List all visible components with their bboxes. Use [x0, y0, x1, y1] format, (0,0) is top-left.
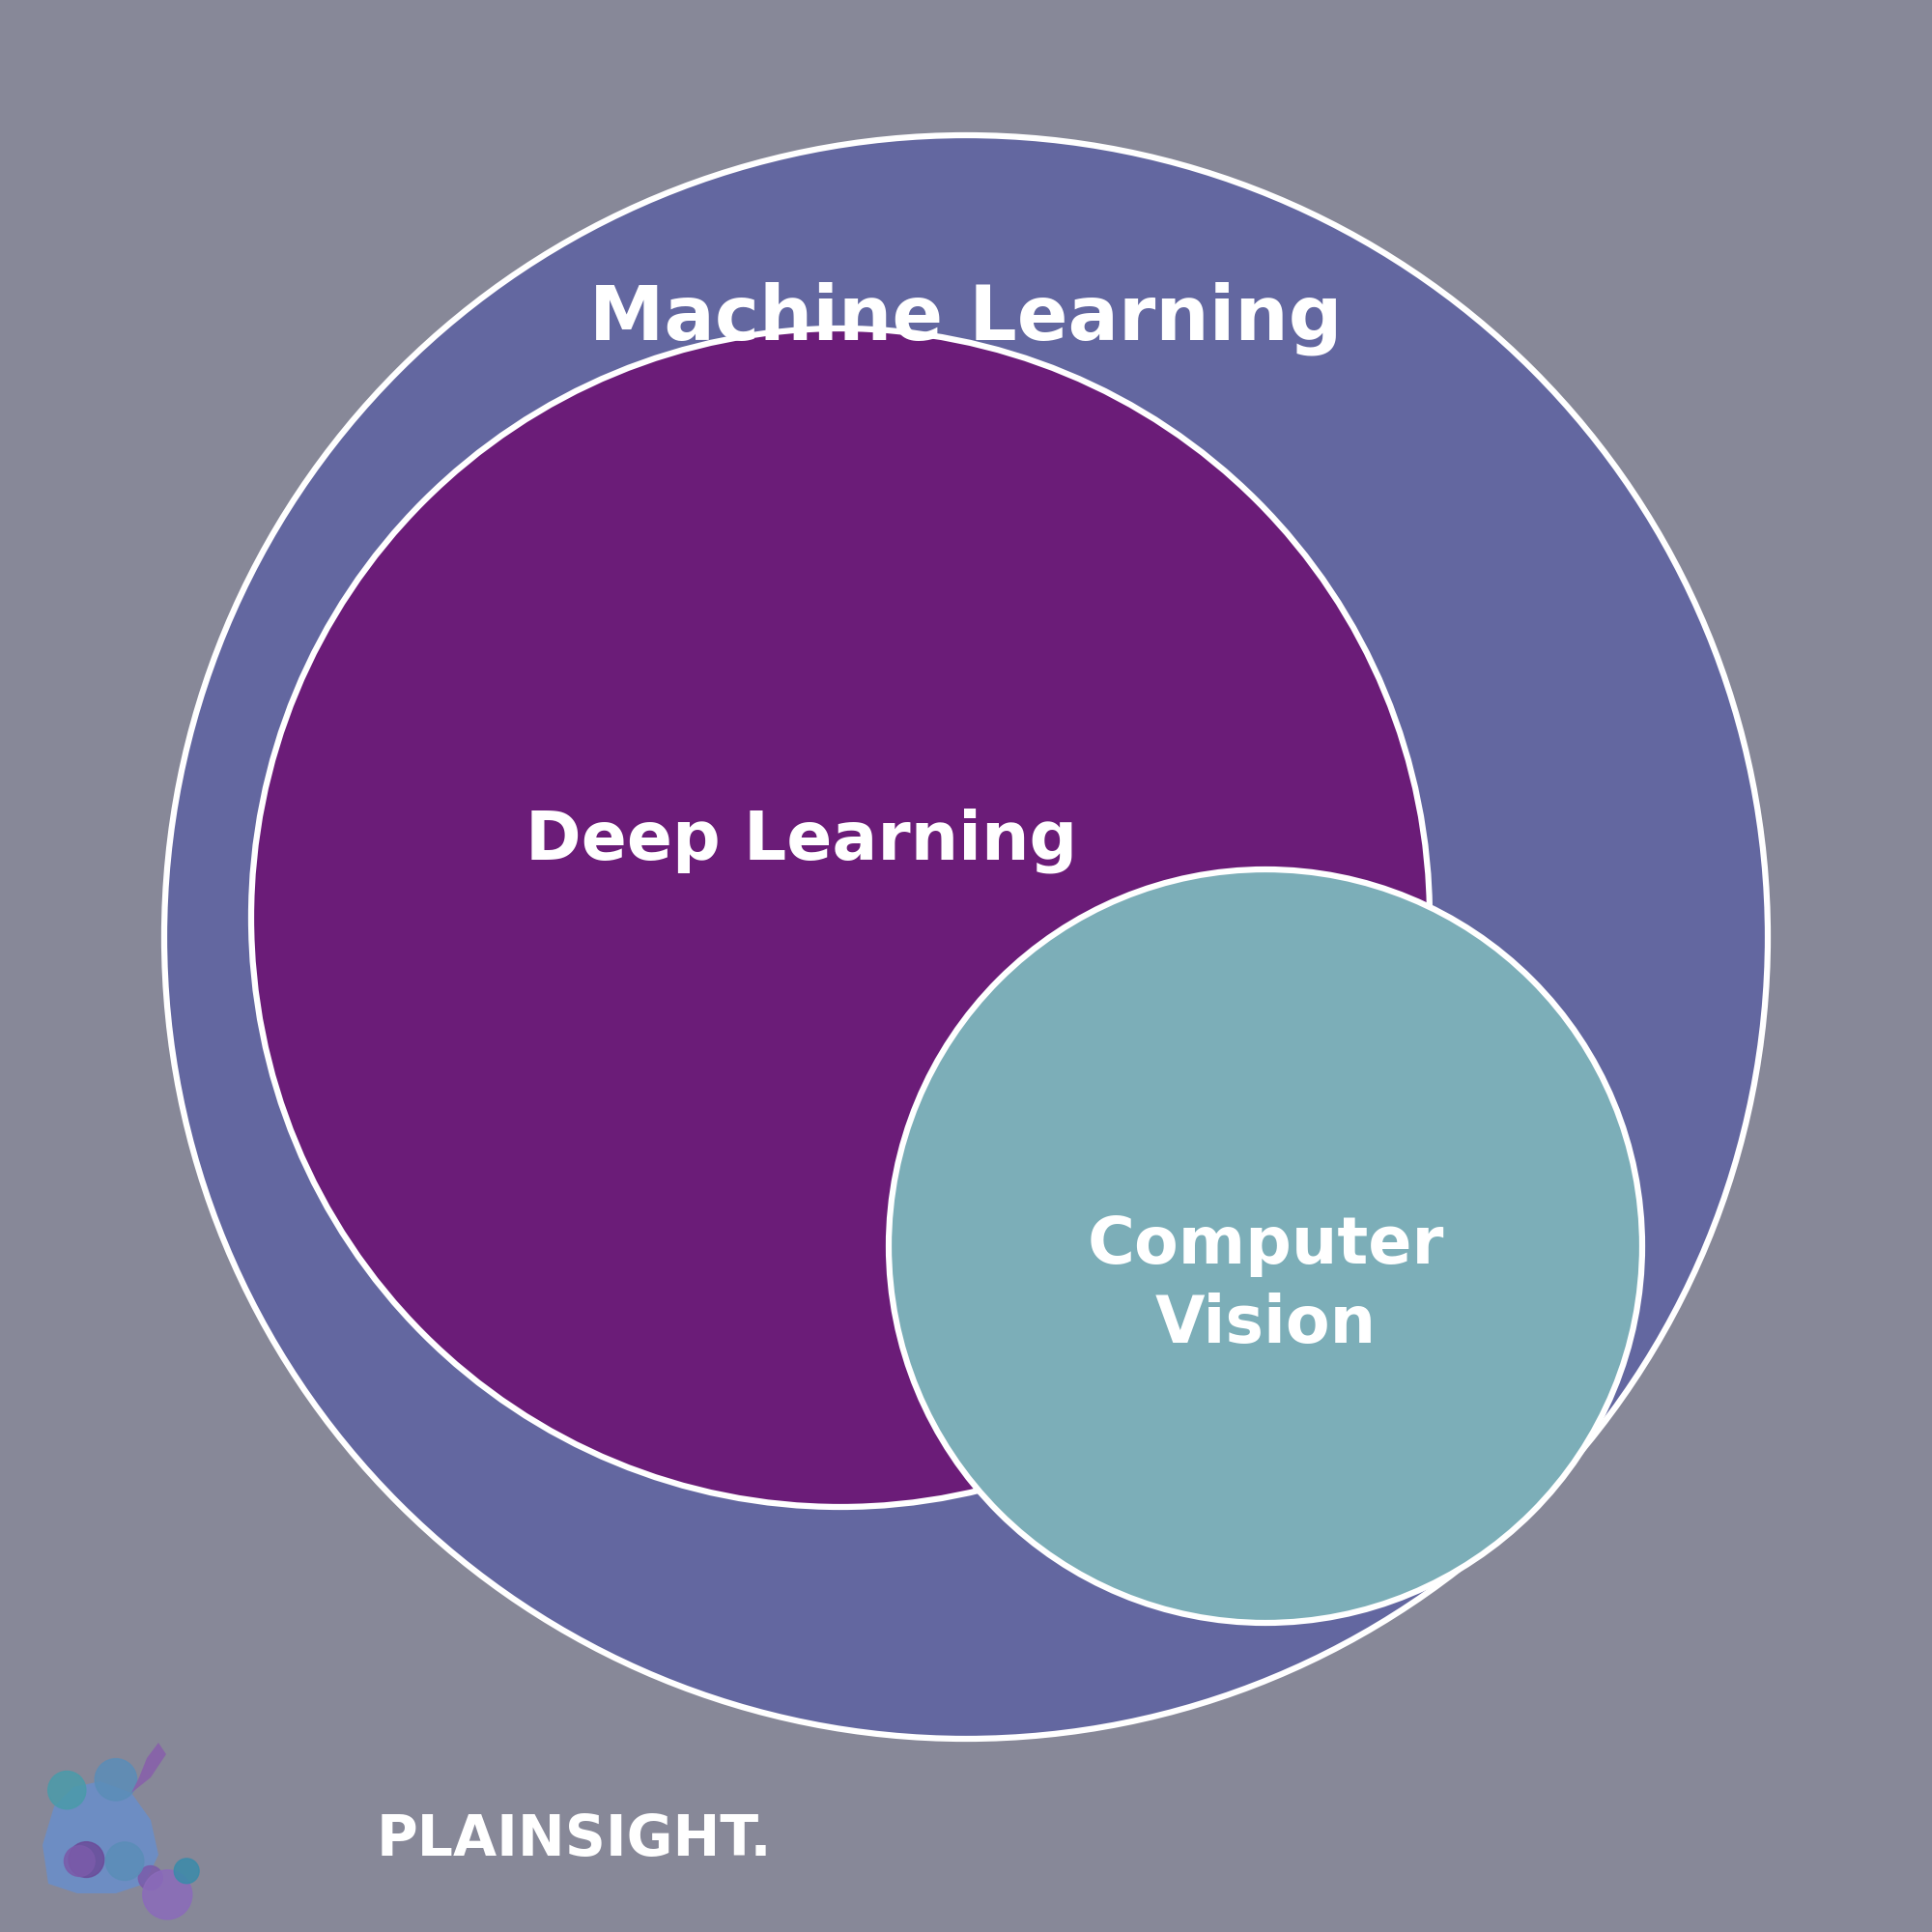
Circle shape: [68, 1841, 104, 1878]
Text: Machine Learning: Machine Learning: [589, 282, 1343, 355]
Circle shape: [48, 1772, 85, 1808]
Text: Computer
Vision: Computer Vision: [1088, 1213, 1443, 1356]
Circle shape: [106, 1841, 143, 1880]
Circle shape: [95, 1758, 137, 1801]
Polygon shape: [131, 1743, 166, 1793]
Polygon shape: [43, 1781, 158, 1893]
Text: Deep Learning: Deep Learning: [526, 808, 1078, 873]
Circle shape: [251, 328, 1430, 1507]
Circle shape: [64, 1845, 95, 1876]
Text: PLAINSIGHT.: PLAINSIGHT.: [377, 1812, 773, 1866]
Circle shape: [174, 1859, 199, 1884]
Circle shape: [164, 135, 1768, 1739]
Circle shape: [889, 869, 1642, 1623]
Circle shape: [143, 1870, 191, 1918]
Circle shape: [139, 1866, 162, 1889]
